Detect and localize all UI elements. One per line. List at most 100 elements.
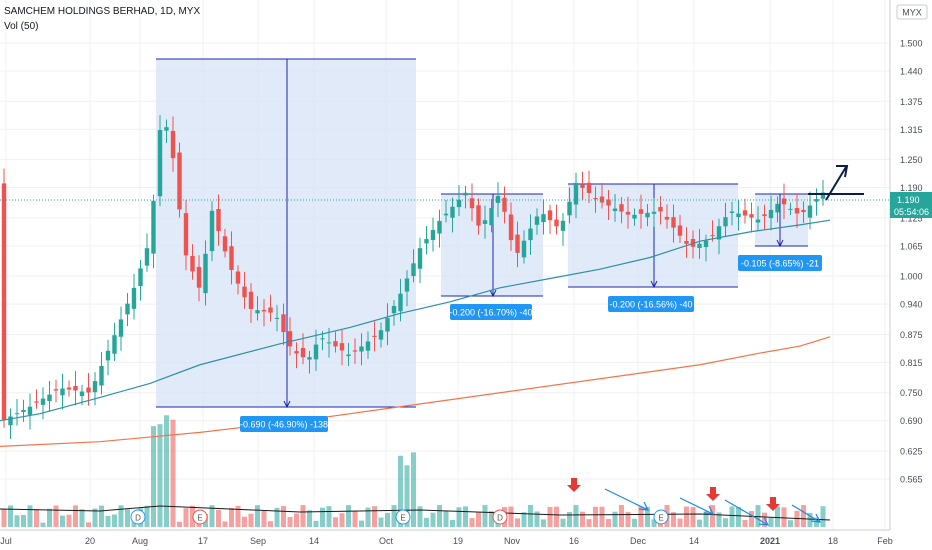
volume-bar — [242, 516, 247, 527]
candle-body — [53, 389, 59, 391]
sma-50-line — [0, 219, 831, 422]
time-tick-label: 19 — [453, 536, 463, 546]
volume-bar — [112, 514, 117, 527]
volume-bar — [326, 506, 332, 527]
volume-bar — [723, 518, 728, 527]
volume-bar — [690, 507, 696, 527]
price-tick-label: 1.440 — [900, 66, 923, 76]
event-marker-circle — [130, 509, 146, 525]
candle-body — [125, 303, 130, 315]
volume-bar — [684, 506, 689, 527]
candle-body — [684, 241, 689, 244]
volume-bar — [248, 513, 254, 527]
volume-bar — [651, 519, 657, 527]
candle-body — [417, 248, 423, 269]
volume-bar — [625, 511, 631, 527]
volume-bar — [261, 510, 267, 527]
candle-body — [27, 406, 33, 415]
candle-body — [404, 278, 410, 292]
volume-bar — [398, 455, 403, 527]
volume-bar — [320, 507, 325, 527]
volume-bar — [86, 522, 91, 527]
volume-bar — [73, 505, 78, 527]
price-tick-label: 1.000 — [900, 272, 923, 282]
candle-body — [606, 199, 611, 206]
candle-body — [261, 309, 267, 312]
candle-body — [66, 387, 72, 390]
volume-bar — [60, 515, 65, 527]
volume-bar — [339, 513, 345, 527]
currency-label: MYX — [902, 8, 922, 18]
candle-body — [716, 226, 722, 240]
price-tick-label: 1.375 — [900, 97, 923, 107]
volume-bar — [255, 505, 260, 527]
volume-bar — [463, 506, 468, 527]
candle-body — [144, 248, 150, 266]
volume-bar — [528, 505, 533, 527]
candle-body — [79, 391, 85, 397]
volume-bar — [762, 512, 767, 527]
candle-body — [365, 341, 371, 351]
range-label-bg — [240, 416, 328, 432]
candle-body — [112, 335, 117, 354]
candle-body — [710, 235, 715, 237]
volume-bar — [534, 511, 540, 527]
candle-body — [8, 416, 13, 426]
last-price-value: 1.190 — [897, 195, 920, 205]
candle-body — [502, 197, 507, 212]
candle-body — [222, 236, 228, 252]
volume-indicator-label: Vol (50) — [4, 21, 39, 32]
currency-badge: MYX — [896, 4, 928, 20]
volume-bar — [1, 508, 7, 527]
candle-body — [463, 192, 468, 196]
candle-body — [456, 199, 462, 208]
volume-bar — [775, 506, 780, 527]
range-label-text: -0.690 (-46.90%) -138 — [240, 420, 328, 430]
candle-body — [768, 209, 774, 219]
volume-bar — [645, 506, 650, 527]
candle-body — [378, 330, 384, 340]
volume-bar — [580, 511, 585, 527]
event-marker: D — [492, 509, 508, 525]
candle-body — [749, 214, 754, 218]
candle-body — [437, 220, 442, 234]
volume-bar — [541, 519, 546, 527]
candle-body — [333, 341, 338, 347]
time-tick-label: Aug — [132, 536, 148, 546]
volume-bar — [34, 509, 39, 527]
candle-body — [554, 219, 559, 227]
volume-bar — [229, 508, 234, 527]
time-tick-label: 2021 — [760, 536, 780, 546]
candle-body — [424, 239, 429, 244]
event-marker-circle — [653, 509, 669, 525]
candle-body — [489, 208, 494, 226]
candle-body — [14, 413, 20, 415]
candle-body — [164, 127, 169, 131]
candle-body — [313, 344, 319, 360]
candle-body — [788, 208, 793, 210]
event-marker-label: E — [197, 514, 202, 523]
candle-body — [443, 213, 449, 216]
volume-ma-line — [0, 505, 831, 521]
price-tick-label: 1.065 — [900, 241, 923, 251]
price-tick-label: 1.315 — [900, 125, 923, 135]
candle-body — [326, 342, 332, 344]
volume-bar — [66, 514, 72, 527]
volume-bar — [430, 512, 436, 527]
candle-body — [411, 263, 416, 277]
candle-body — [196, 266, 202, 288]
candle-body — [352, 350, 358, 352]
volume-bar — [8, 505, 13, 527]
volume-bar — [729, 506, 735, 527]
candle-body — [781, 198, 787, 205]
volume-bar — [554, 506, 559, 527]
time-tick-label: Jul — [0, 536, 12, 546]
candles — [1, 115, 826, 439]
candle-body — [541, 214, 546, 223]
candle-body — [515, 234, 520, 253]
volume-bar — [79, 509, 85, 527]
range-label-bg — [608, 296, 694, 312]
event-marker-circle — [395, 509, 411, 525]
candle-body — [723, 217, 728, 227]
